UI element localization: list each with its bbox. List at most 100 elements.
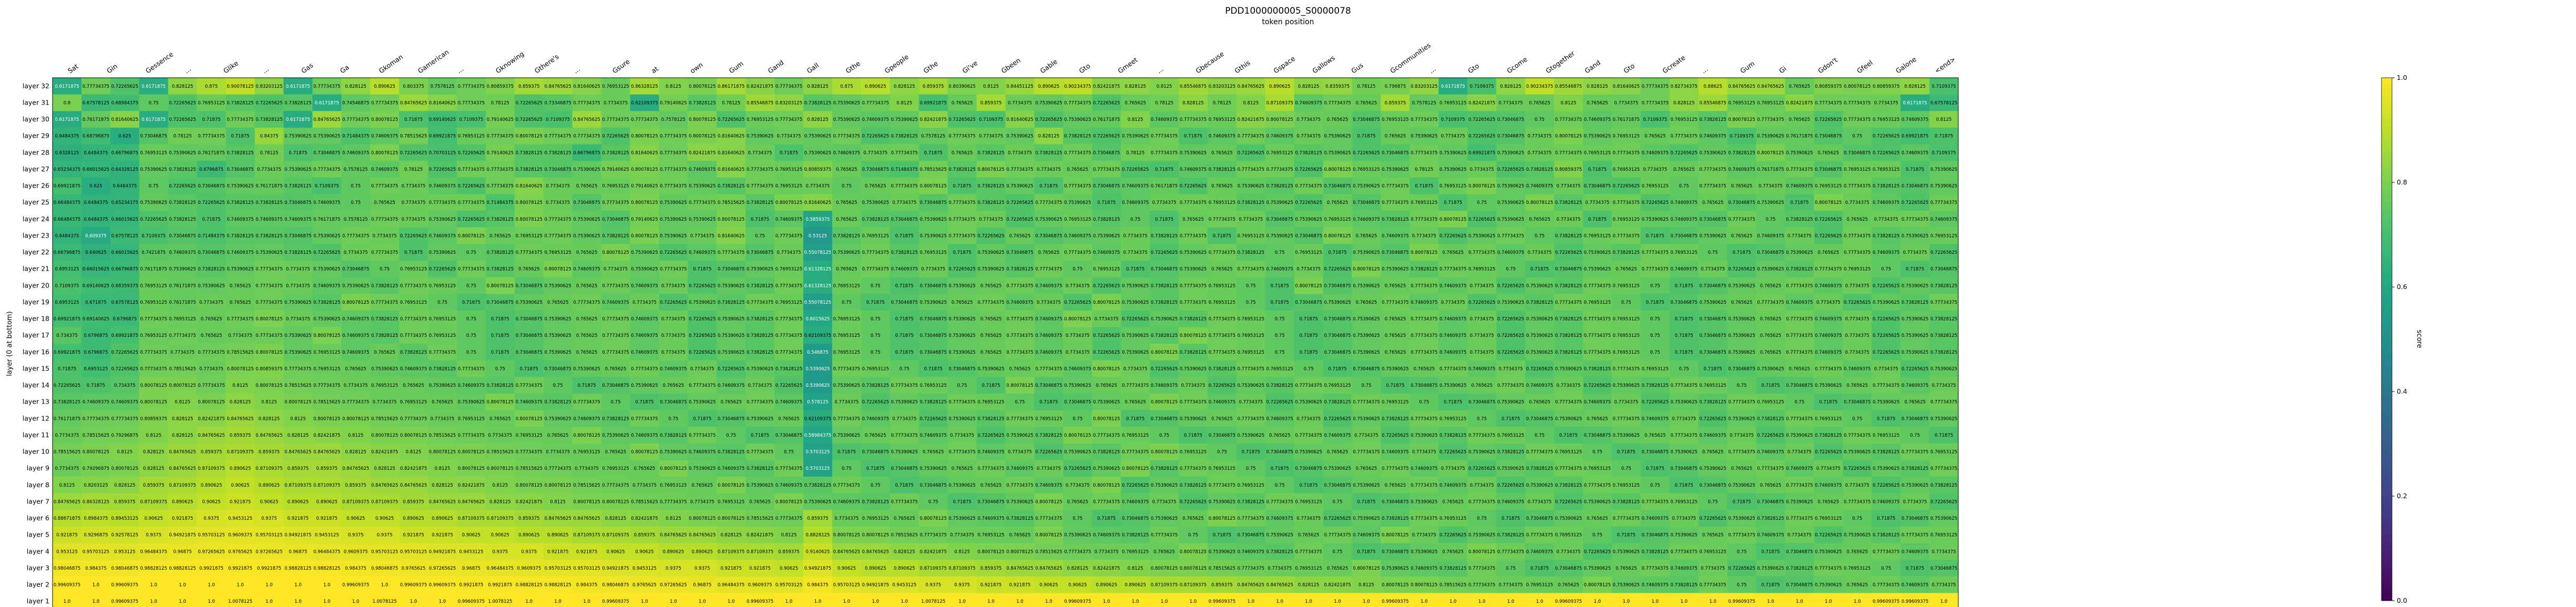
cell-value-label: 0.75	[351, 184, 361, 189]
cell-value-label: 0.73828125	[400, 350, 427, 355]
cell-value-label: 0.72265625	[1728, 267, 1755, 272]
cell-value-label: 0.77734375	[775, 466, 802, 471]
cell-value-label: 0.77734375	[833, 416, 860, 421]
cell-value-label: 0.95703125	[255, 533, 282, 538]
cell-value-label: 0.78515625	[631, 499, 658, 505]
cell-value-label: 0.77734375	[1555, 400, 1582, 405]
cell-value-label: 0.76953125	[516, 233, 543, 239]
cell-value-label: 0.77734375	[1930, 466, 1957, 471]
cell-value-label: 0.77734375	[1902, 217, 1928, 222]
cell-value-label: 0.80078125	[1180, 549, 1207, 554]
cell-value-label: 0.72265625	[1238, 150, 1264, 156]
heatmap-cell	[81, 177, 111, 194]
heatmap-cell	[428, 127, 457, 145]
cell-value-label: 0.6484375	[55, 233, 79, 239]
cell-value-label: 0.85546875	[1699, 100, 1726, 106]
cell-value-label: 0.75390625	[313, 267, 340, 272]
cell-value-label: 0.75390625	[1353, 483, 1379, 488]
cell-value-label: 0.72265625	[458, 184, 485, 189]
cell-value-label: 0.66015625	[111, 217, 138, 222]
heatmap-cell	[774, 177, 804, 194]
cell-value-label: 0.71875	[1328, 250, 1347, 255]
cell-value-label: 0.78515625	[227, 350, 253, 355]
cell-value-label: 0.80859375	[255, 366, 282, 372]
cell-value-label: 0.76953125	[1844, 267, 1870, 272]
cell-value-label: 0.71875	[491, 317, 509, 322]
cell-value-label: 0.890625	[692, 549, 713, 554]
x-tick-label: ...	[261, 65, 270, 75]
cell-value-label: 0.74609375	[631, 350, 658, 355]
heatmap-cell	[601, 161, 630, 178]
cell-value-label: 0.7734375	[1037, 167, 1061, 172]
cell-value-label: 0.80078125	[1324, 167, 1351, 172]
cell-value-label: 0.73828125	[1671, 583, 1698, 588]
heatmap-cell	[254, 144, 284, 161]
cell-value-label: 1.0	[410, 599, 417, 604]
cell-value-label: 0.77734375	[1815, 267, 1842, 272]
cell-value-label: 0.75390625	[1353, 317, 1379, 322]
cell-value-label: 0.8125	[550, 499, 566, 505]
cell-value-label: 0.6484375	[84, 217, 108, 222]
cell-value-label: 0.765625	[1904, 400, 1926, 405]
cell-value-label: 0.73046875	[1295, 300, 1322, 305]
cell-value-label: 0.75390625	[718, 283, 744, 289]
heatmap-cell	[485, 111, 515, 128]
cell-value-label: 0.76953125	[1930, 533, 1957, 538]
cell-value-label: 0.76953125	[1757, 400, 1784, 405]
cell-value-label: 0.75390625	[1815, 583, 1842, 588]
y-tick-label: layer 32	[23, 82, 49, 90]
cell-value-label: 0.72265625	[862, 400, 889, 405]
cell-value-label: 0.80078125	[1815, 200, 1842, 205]
cell-value-label: 0.71875	[1675, 317, 1693, 322]
cell-value-label: 0.77734375	[1526, 533, 1553, 538]
cell-value-label: 0.921875	[576, 549, 598, 554]
cell-value-label: 0.73828125	[227, 100, 253, 106]
heatmap-cell	[745, 111, 775, 128]
cell-value-label: 0.81640625	[516, 184, 543, 189]
cell-value-label: 0.73828125	[833, 233, 860, 239]
cell-value-label: 0.8125	[435, 466, 451, 471]
cell-value-label: 0.72265625	[1324, 267, 1351, 272]
cell-value-label: 0.80078125	[1035, 499, 1062, 505]
x-tick-label: ...	[1156, 65, 1165, 75]
heatmap-cell	[918, 177, 948, 194]
heatmap-cell	[1236, 194, 1266, 211]
cell-value-label: 1.0	[150, 583, 157, 588]
cell-value-label: 0.7734375	[1672, 416, 1696, 421]
cell-value-label: 0.73046875	[1699, 333, 1726, 338]
heatmap-cell	[774, 211, 804, 228]
heatmap-cell	[1554, 144, 1583, 161]
heatmap-cell	[110, 177, 140, 194]
cell-value-label: 0.77734375	[198, 134, 224, 139]
cell-value-label: 0.82421875	[198, 416, 224, 421]
y-tick-label: layer 31	[23, 98, 49, 106]
cell-value-label: 0.73828125	[804, 100, 831, 106]
cell-value-label: 0.72265625	[400, 233, 427, 239]
cell-value-label: 0.75	[1506, 566, 1516, 571]
cell-value-label: 0.74609375	[1584, 400, 1611, 405]
cell-value-label: 0.84765625	[284, 450, 311, 455]
cell-value-label: 0.71875	[289, 150, 307, 156]
cell-value-label: 0.73046875	[1093, 150, 1120, 156]
cell-value-label: 0.76953125	[1439, 100, 1466, 106]
cell-value-label: 0.765625	[1616, 566, 1637, 571]
cell-value-label: 0.6171875	[1441, 84, 1465, 89]
cell-value-label: 0.77734375	[660, 150, 687, 156]
heatmap-cell	[688, 94, 717, 111]
cell-value-label: 0.75	[1650, 283, 1660, 289]
cell-value-label: 0.72265625	[1497, 350, 1524, 355]
cell-value-label: 0.71875	[780, 150, 798, 156]
cell-value-label: 0.74609375	[1035, 283, 1062, 289]
cell-value-label: 1.0	[1680, 599, 1688, 604]
cell-value-label: 0.71875	[1444, 200, 1462, 205]
cell-value-label: 0.72265625	[1468, 134, 1495, 139]
cell-value-label: 0.828125	[807, 117, 829, 122]
cell-value-label: 1.0	[872, 599, 880, 604]
cell-value-label: 0.89453125	[111, 516, 138, 521]
cell-value-label: 0.76953125	[400, 300, 427, 305]
cell-value-label: 0.75390625	[1151, 516, 1178, 521]
heatmap-cell	[1582, 94, 1612, 111]
cell-value-label: 0.75390625	[1555, 416, 1582, 421]
cell-value-label: 0.77734375	[1064, 250, 1091, 255]
cell-value-label: 0.74609375	[1844, 366, 1870, 372]
